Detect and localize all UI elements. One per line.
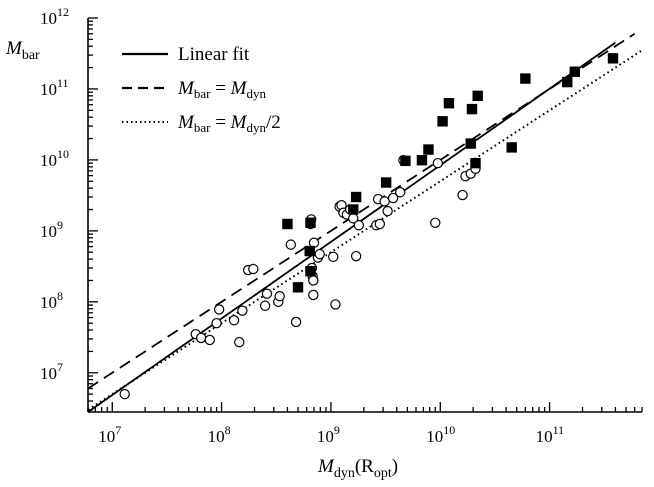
open-circle-point [457,189,468,201]
filled-square-point [400,155,411,167]
filled-square-point [472,90,483,102]
filled-square-point [520,73,531,84]
open-circle-point [387,192,399,204]
fit-line-dashed [87,32,636,390]
open-circle-point [374,218,386,230]
filled-square-point [423,144,434,155]
open-circle-point [430,217,441,228]
filled-square-point [506,142,517,153]
open-circle-point [394,187,406,198]
open-circle-point [330,299,341,310]
filled-square-point [562,76,573,88]
filled-square-point [305,217,316,228]
x-tick-label: 1011 [536,423,565,446]
open-circle-point [228,315,240,326]
filled-square-point [416,155,428,166]
x-tick-label: 109 [317,423,340,446]
open-circle-point [382,205,393,217]
y-tick-label: 1012 [40,5,69,28]
filled-square-point [470,157,481,169]
open-circle-point [285,239,297,250]
open-circle-point [328,251,339,263]
fit-line-dotted [87,49,643,411]
open-circle-point [237,305,248,316]
legend: Linear fit Mbar = Mdyn Mbar = Mdyn/2 [122,44,281,135]
open-circle-point [204,334,215,346]
y-axis-title: Mbar [5,38,40,63]
legend-label-half-mass: Mbar = Mdyn/2 [177,112,281,135]
chart-axes: 107 108 109 1010 1011 107 108 109 1010 1011 1012 [40,5,643,446]
y-tick-label: 108 [40,289,63,312]
open-circle-point [314,248,325,260]
filled-square-point [282,218,293,230]
filled-square-point [350,191,362,203]
open-circle-point [432,157,444,169]
open-circle-point [353,220,365,231]
y-tick-label: 109 [40,218,63,241]
legend-label-linear-fit: Linear fit [178,44,250,65]
filled-square-point [437,116,448,127]
legend-label-equal-mass: Mbar = Mdyn [177,78,266,101]
filled-square-point [380,177,392,188]
open-circle-point [248,263,259,275]
x-tick-label: 108 [208,423,231,446]
open-circle-point [259,300,271,311]
y-tick-label: 1010 [40,147,69,170]
open-circle-point [290,316,302,328]
open-circle-point [119,388,130,400]
filled-square-point [465,138,476,149]
open-circle-point [350,250,362,262]
filled-square-point [466,103,478,115]
x-tick-label: 107 [98,423,121,446]
x-tick-label: 1010 [426,423,455,446]
open-circle-point [234,336,245,348]
y-tick-label: 1011 [40,76,69,99]
open-circle-point [195,332,207,344]
filled-square-point [569,66,580,77]
x-axis-title: Mdyn(Ropt) [317,456,398,481]
open-circle-point [308,289,319,301]
open-circle-point [308,275,319,286]
open-circle-point [213,304,225,315]
open-circle-point [261,288,273,299]
filled-square-point [348,204,359,215]
y-tick-label: 107 [40,360,63,383]
filled-square-point [305,266,316,277]
filled-square-point [304,245,315,257]
filled-square-point [443,97,455,109]
filled-square-point [292,282,304,293]
open-circle-point [211,317,222,329]
chart-marks [87,32,643,413]
filled-square-point [607,53,619,64]
open-circle-point [274,291,285,302]
